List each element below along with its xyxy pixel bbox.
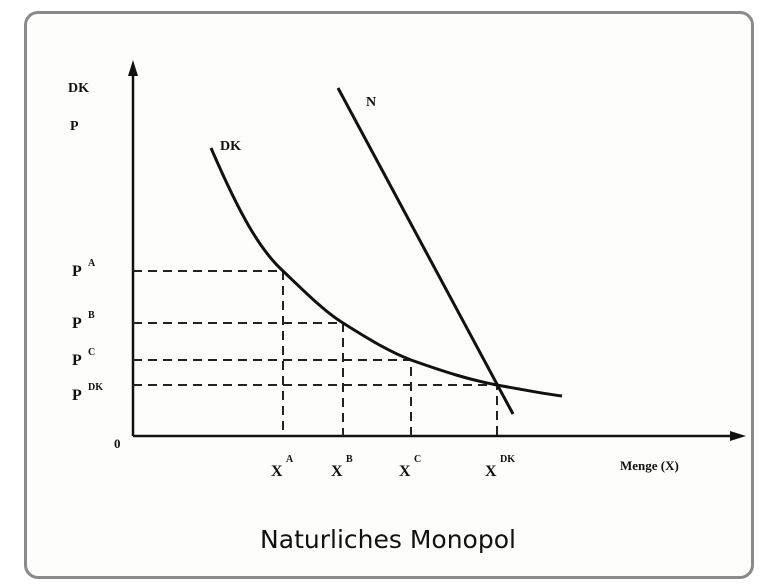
quantity-label-base: X	[331, 463, 343, 480]
price-label-sup: B	[88, 310, 95, 321]
quantity-label-sup: B	[346, 454, 353, 465]
guide-c	[133, 359, 412, 436]
x-axis-label: Menge (X)	[620, 458, 679, 473]
price-label-base: P	[72, 263, 82, 280]
price-label-sup: C	[88, 347, 95, 358]
quantity-label-base: X	[399, 463, 411, 480]
axes	[131, 72, 738, 438]
price-labels: P AP BP CP DK	[72, 258, 103, 404]
price-label-base: P	[72, 352, 82, 369]
quantity-label-sup: C	[414, 454, 421, 465]
card	[24, 11, 754, 579]
caption: Naturliches Monopol	[260, 525, 516, 554]
price-label-sup: A	[88, 258, 96, 269]
quantity-label-sup: DK	[500, 454, 515, 465]
origin-label: 0	[114, 436, 121, 451]
dk-label: DK	[220, 139, 241, 154]
n-label: N	[366, 95, 376, 110]
x-arrow	[730, 431, 746, 441]
y-axis-label: DK	[68, 81, 89, 96]
y-arrow	[128, 60, 138, 76]
quantity-label-base: X	[271, 463, 283, 480]
dk-curve	[209, 147, 563, 398]
quantity-label-sup: A	[286, 454, 294, 465]
guides	[133, 270, 498, 436]
n-line	[336, 87, 515, 415]
price-label-base: P	[72, 315, 82, 332]
quantity-label-base: X	[485, 463, 497, 480]
price-label-sup: DK	[88, 382, 103, 393]
guide-dk	[133, 384, 498, 436]
price-label-base: P	[72, 387, 82, 404]
guide-b	[133, 322, 344, 436]
guide-a	[133, 270, 284, 436]
y-axis-label: P	[70, 119, 79, 134]
